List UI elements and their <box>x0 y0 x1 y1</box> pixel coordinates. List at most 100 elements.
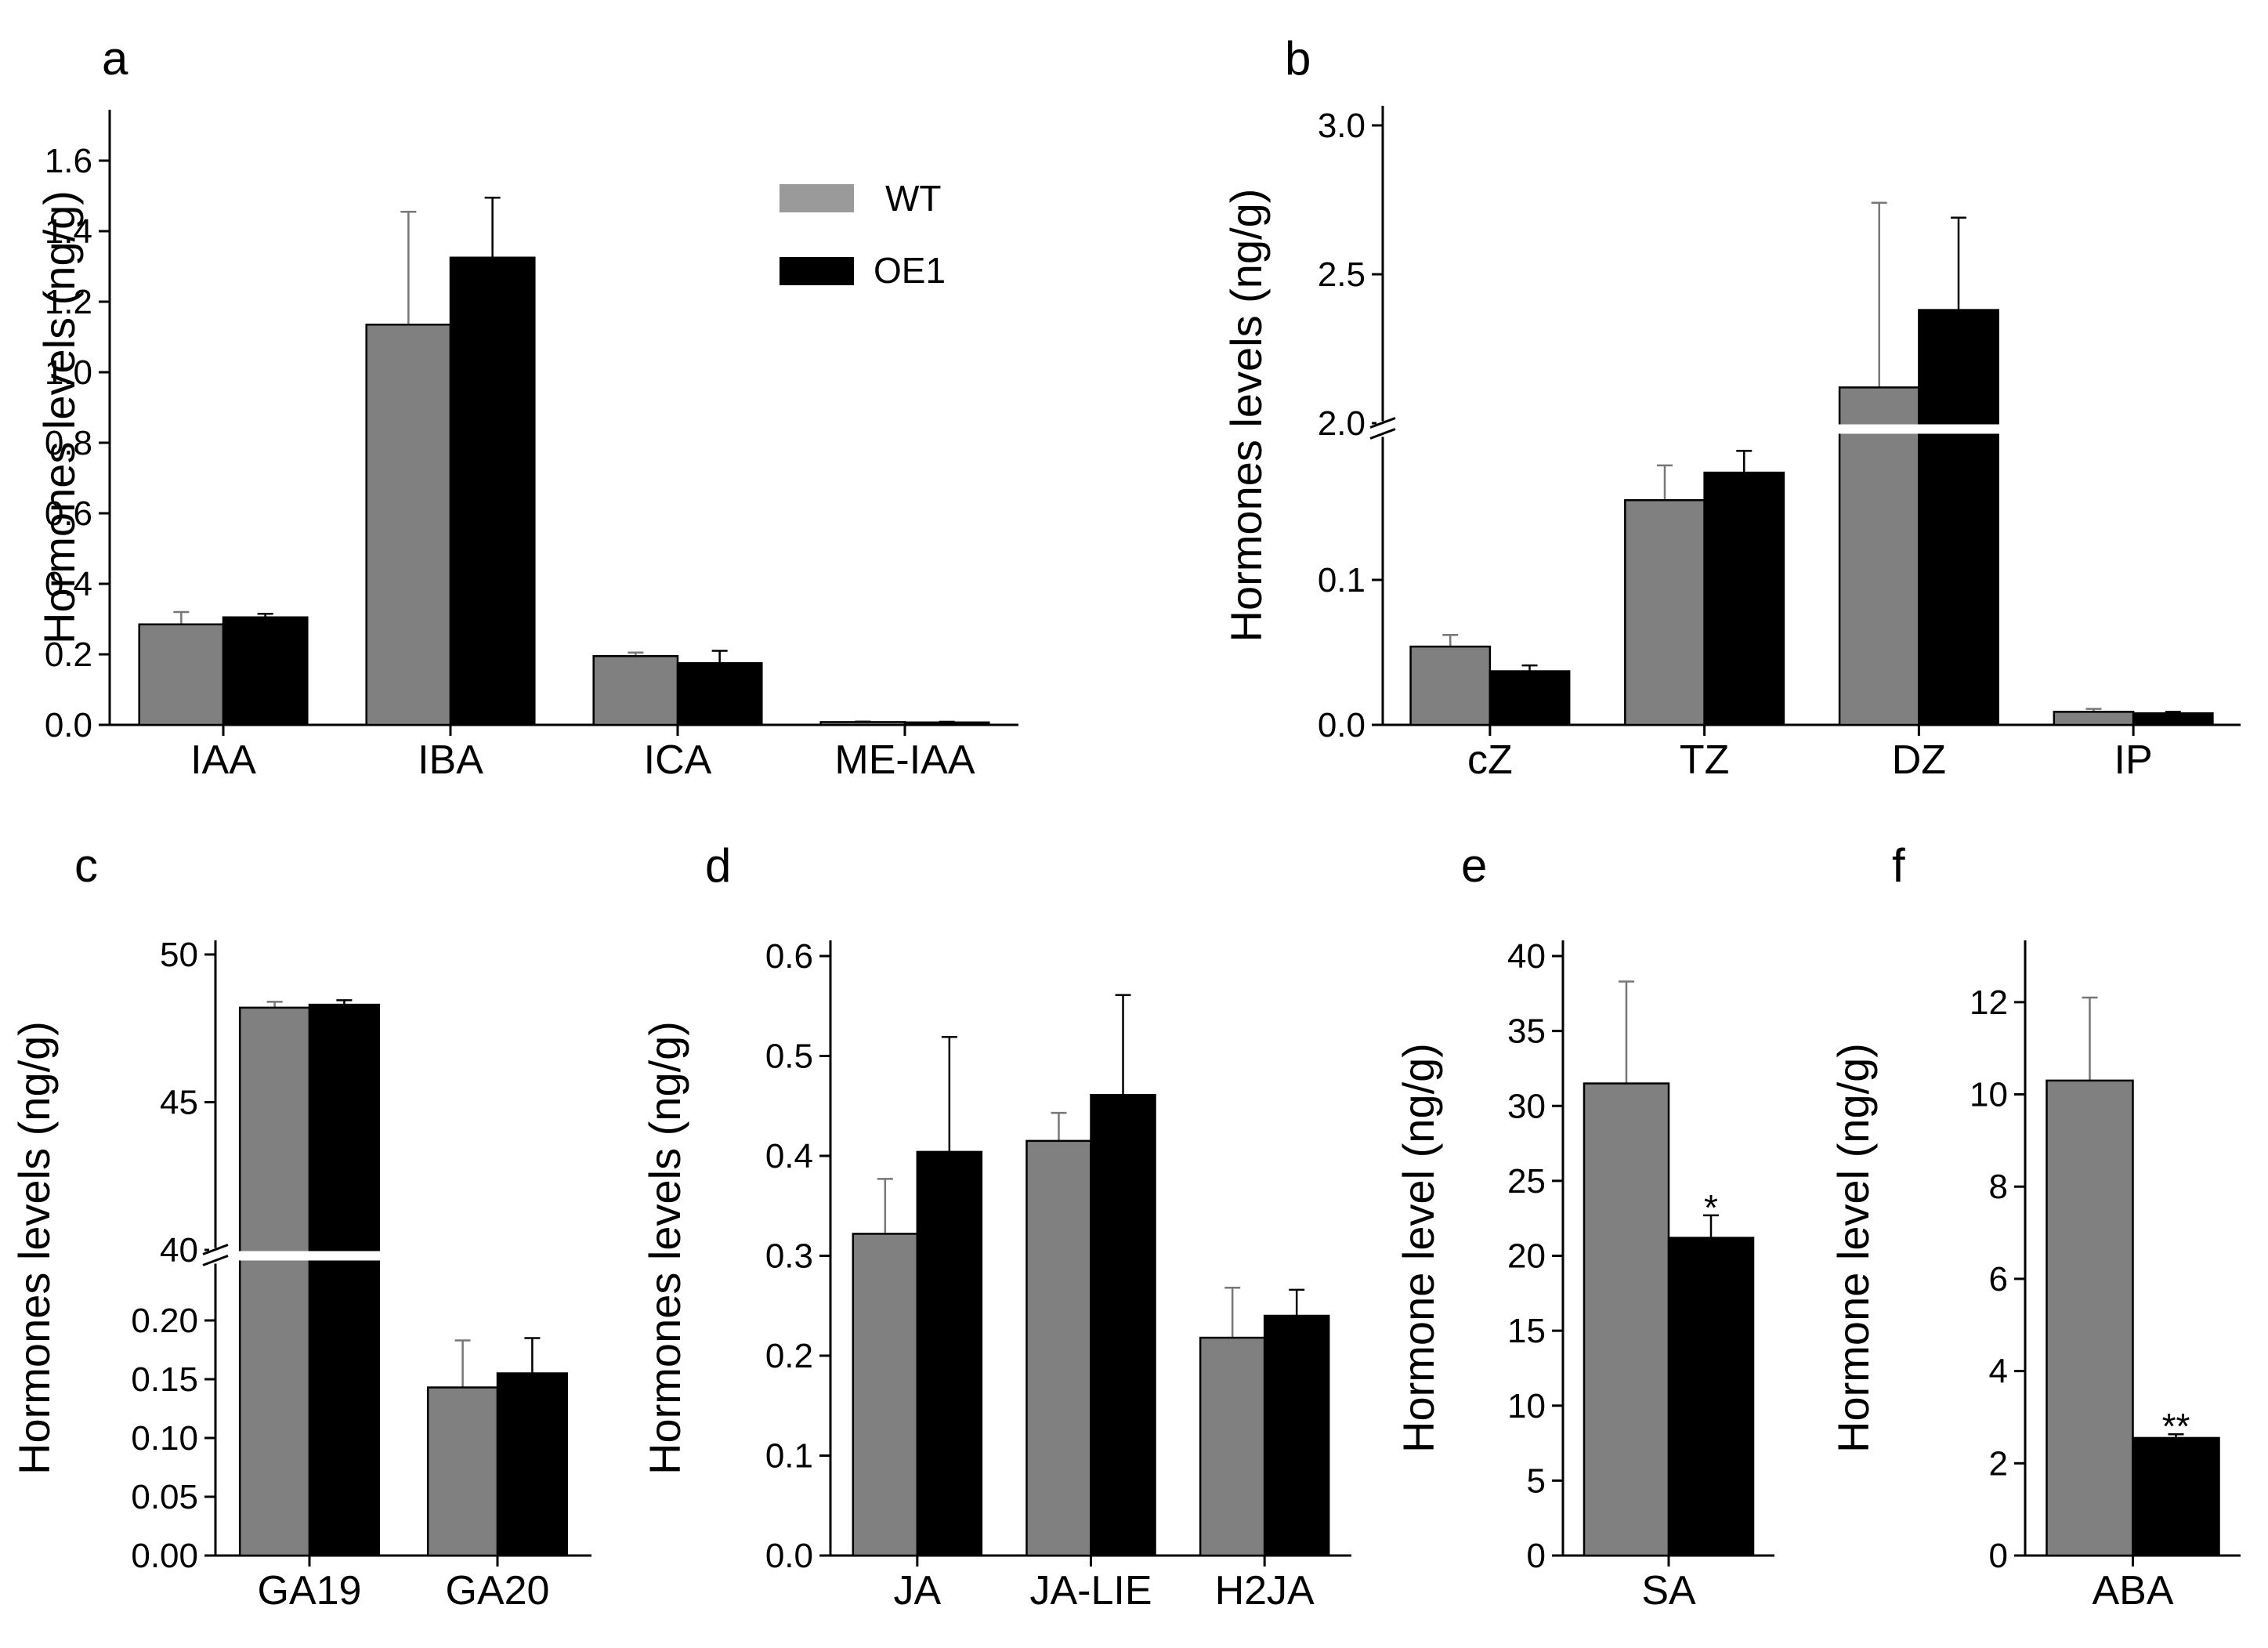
x-tick-label-iaa: IAA <box>190 737 256 783</box>
y-tick-label: 0.1 <box>765 1437 813 1476</box>
y-tick-label: 0.5 <box>765 1038 813 1076</box>
y-axis-title: Hormones levels (ng/g) <box>1221 189 1271 643</box>
y-tick-label: 45 <box>160 1084 198 1122</box>
y-tick-label: 8 <box>1989 1168 2008 1206</box>
y-tick-label: 0.6 <box>765 937 813 976</box>
panel-letter-a: a <box>102 32 128 85</box>
y-tick-label: 0.00 <box>131 1537 198 1575</box>
y-tick-label: 1.4 <box>45 212 92 251</box>
y-tick-label: 40 <box>1507 937 1546 976</box>
x-tick-label-sa: SA <box>1641 1568 1696 1614</box>
y-tick-label: 0.2 <box>765 1337 813 1375</box>
chart-panel-b: b Hormones levels (ng/g) 0.0 0.1 2.0 2.5 3.0 cZ… <box>1221 32 2242 783</box>
bar-oe1-me-iaa <box>903 721 990 726</box>
y-tick-label: 0.4 <box>765 1137 813 1175</box>
y-axis-title: Hormone level (ng/g) <box>1829 1043 1878 1453</box>
y-tick-label: 6 <box>1989 1260 2008 1298</box>
axis-break-gap <box>217 1251 593 1261</box>
panel-letter-b: b <box>1285 32 1311 85</box>
y-tick-label: 0.4 <box>45 565 92 603</box>
y-tick-label: 12 <box>1970 983 2008 1022</box>
bar-oe1-aba <box>2132 1436 2220 1557</box>
chart-panel-e: e Hormone level (ng/g) 0 5 10 15 20 25 30 35 40 SA * <box>1394 839 1774 1614</box>
bar-wt-me-iaa <box>819 721 906 726</box>
y-tick-label: 10 <box>1970 1076 2008 1114</box>
y-tick-label: 0.15 <box>131 1360 198 1399</box>
panel-letter-c: c <box>74 839 98 892</box>
bar-wt-sa <box>1583 1082 1670 1557</box>
y-axis-title: Hormones levels (ng/g) <box>9 1021 59 1475</box>
x-tick-label-ica: ICA <box>644 737 712 783</box>
y-tick-label: 1.0 <box>45 353 92 392</box>
y-tick-label: 0.10 <box>131 1419 198 1458</box>
bar-oe1-ica <box>676 662 763 726</box>
bar-oe1-iba <box>449 256 536 726</box>
y-tick-label: 0.2 <box>45 636 92 674</box>
bar-wt-iba <box>365 324 452 726</box>
legend: WT OE1 <box>780 178 946 291</box>
y-tick-label: 2.0 <box>1318 404 1366 443</box>
bar-wt-ga19 <box>238 1006 311 1557</box>
y-tick-label: 40 <box>160 1231 198 1270</box>
y-axis-title: Hormone level (ng/g) <box>1394 1043 1443 1453</box>
x-tick-label-h2ja: H2JA <box>1215 1568 1315 1614</box>
y-tick-label: 0.3 <box>765 1237 813 1276</box>
bar-oe1-ip <box>2132 712 2214 726</box>
bar-wt-tz <box>1624 499 1706 726</box>
x-tick-label-ga19: GA19 <box>258 1568 362 1614</box>
y-tick-label: 2 <box>1989 1444 2008 1483</box>
y-tick-label: 20 <box>1507 1237 1546 1276</box>
bar-oe1-ja <box>916 1150 983 1557</box>
axis-break-mark <box>1369 428 1396 440</box>
x-tick-label-ga20: GA20 <box>446 1568 550 1614</box>
panel-letter-e: e <box>1461 839 1487 892</box>
y-axis-title: Hormones levels (ng/g) <box>640 1021 689 1475</box>
y-tick-label: 3.0 <box>1318 107 1366 145</box>
legend-swatch-wt <box>780 184 854 212</box>
bar-wt-ica <box>592 655 679 726</box>
y-tick-label: 0.0 <box>45 706 92 744</box>
axis-break-mark <box>202 1244 229 1255</box>
legend-label-wt: WT <box>885 178 942 219</box>
bar-wt-ip <box>2053 711 2135 726</box>
bar-oe1-sa <box>1667 1237 1755 1557</box>
bar-wt-iaa <box>138 623 225 726</box>
y-tick-label: 4 <box>1989 1353 2008 1391</box>
bar-wt-ja <box>852 1233 919 1557</box>
bar-oe1-ga19 <box>308 1003 381 1557</box>
y-tick-label: 0.0 <box>1318 706 1366 744</box>
y-tick-label: 50 <box>160 936 198 974</box>
bar-oe1-cz <box>1488 670 1571 726</box>
bar-oe1-dz <box>1918 309 1999 726</box>
panel-letter-f: f <box>1892 839 1905 892</box>
bar-oe1-h2ja <box>1263 1314 1330 1557</box>
bar-oe1-ja-lie <box>1090 1093 1156 1557</box>
bar-wt-cz <box>1409 645 1492 726</box>
significance-marker: * <box>1704 1187 1718 1228</box>
x-tick-label-cz: cZ <box>1467 737 1513 783</box>
chart-panel-f: f Hormone level (ng/g) 0 2 4 6 8 10 12 ABA ** <box>1829 839 2241 1614</box>
y-tick-label: 5 <box>1527 1461 1546 1500</box>
y-tick-label: 0.1 <box>1318 561 1366 599</box>
x-tick-label-ja-lie: JA-LIE <box>1029 1568 1152 1614</box>
legend-label-oe1: OE1 <box>874 250 946 291</box>
x-tick-label-aba: ABA <box>2092 1568 2173 1614</box>
axis-break-gap <box>1384 424 2242 434</box>
y-tick-label: 25 <box>1507 1162 1546 1201</box>
bar-wt-ga20 <box>426 1386 499 1557</box>
bar-wt-aba <box>2046 1079 2134 1557</box>
x-tick-label-iba: IBA <box>418 737 483 783</box>
y-tick-label: 0.20 <box>131 1302 198 1340</box>
chart-panel-d: d Hormones levels (ng/g) 0.0 0.1 0.2 0.3 0.4 0.… <box>640 839 1351 1614</box>
bar-oe1-ga20 <box>496 1372 569 1557</box>
legend-swatch-oe1 <box>780 257 854 285</box>
bar-wt-ja-lie <box>1025 1139 1092 1557</box>
significance-marker: ** <box>2162 1406 2190 1447</box>
chart-panel-c: c Hormones levels (ng/g) 0.00 0.05 0.10 0.15 0… <box>9 839 593 1614</box>
bar-oe1-tz <box>1703 471 1785 726</box>
y-tick-label: 10 <box>1507 1387 1546 1425</box>
panel-letter-d: d <box>705 839 731 892</box>
y-tick-label: 2.5 <box>1318 255 1366 294</box>
y-tick-label: 0 <box>1527 1537 1546 1575</box>
